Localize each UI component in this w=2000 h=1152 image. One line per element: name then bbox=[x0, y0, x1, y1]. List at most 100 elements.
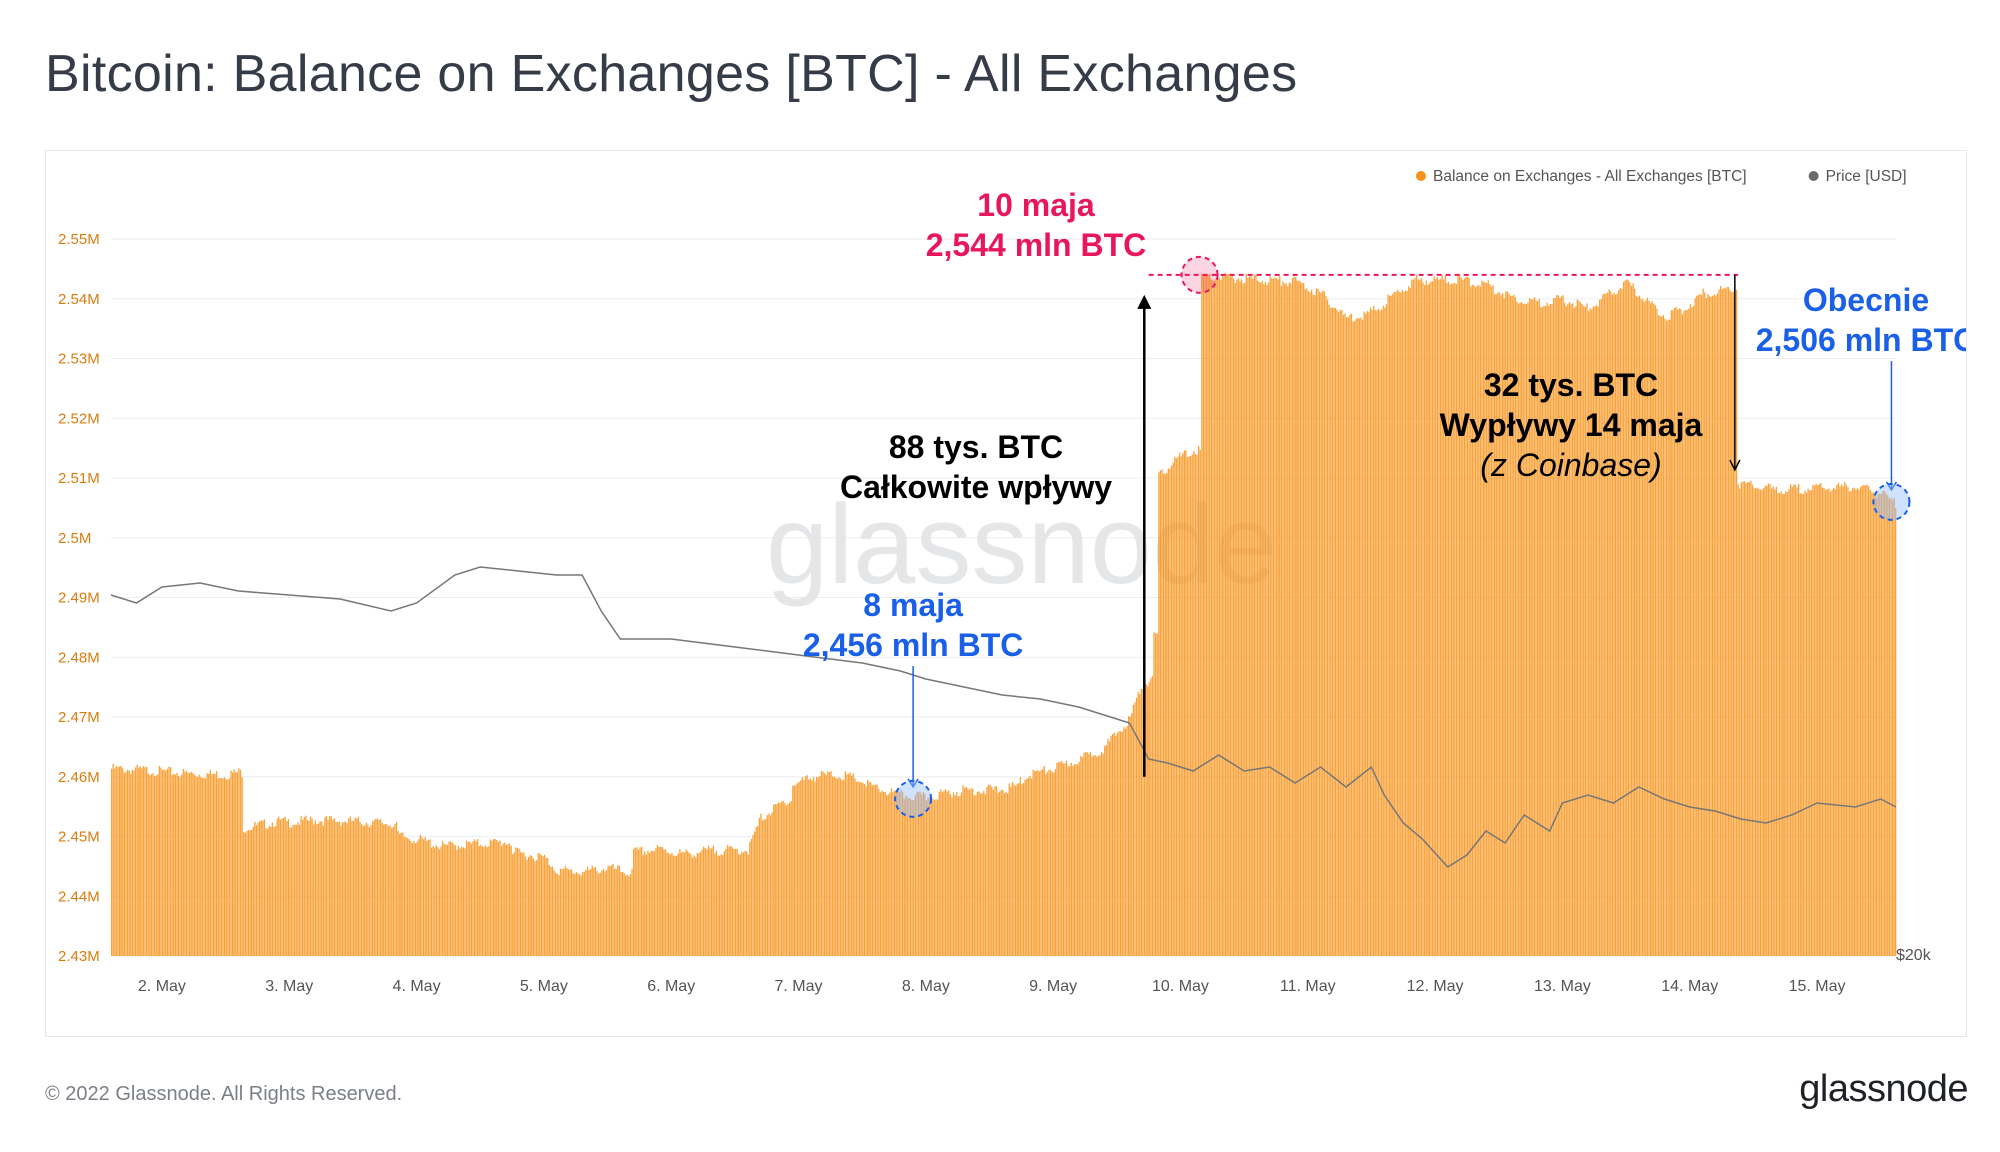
balance-bar bbox=[1021, 784, 1023, 956]
balance-bar bbox=[499, 840, 501, 956]
balance-bar bbox=[1708, 296, 1711, 956]
outflow-sublabel: Wypływy 14 maja bbox=[1440, 407, 1703, 443]
balance-bar bbox=[1602, 294, 1604, 956]
balance-bar bbox=[1455, 284, 1458, 956]
balance-bar bbox=[1691, 307, 1693, 956]
balance-bar bbox=[1844, 482, 1846, 956]
balance-bar bbox=[1535, 300, 1537, 956]
balance-bar bbox=[637, 849, 640, 956]
balance-bar bbox=[1506, 291, 1509, 957]
balance-bar bbox=[329, 816, 331, 956]
balance-bar bbox=[348, 818, 350, 956]
balance-bar bbox=[1045, 774, 1047, 956]
balance-bar bbox=[432, 846, 434, 956]
balance-bar bbox=[504, 842, 506, 956]
balance-bar bbox=[1408, 286, 1410, 956]
balance-bar bbox=[332, 819, 334, 956]
balance-bar bbox=[951, 797, 953, 956]
balance-bar bbox=[1763, 488, 1765, 956]
balance-bar bbox=[781, 801, 783, 956]
balance-bar bbox=[1255, 275, 1257, 956]
balance-bar bbox=[1069, 766, 1071, 956]
balance-bar bbox=[1522, 304, 1524, 956]
balance-bar bbox=[1525, 303, 1528, 956]
balance-bar bbox=[391, 828, 393, 956]
balance-bar bbox=[952, 792, 955, 956]
balance-bar bbox=[1096, 756, 1098, 956]
balance-bar bbox=[734, 848, 737, 956]
balance-bar bbox=[1202, 274, 1205, 956]
y-tick-label: 2.45M bbox=[58, 829, 100, 846]
balance-bar bbox=[1156, 633, 1158, 956]
balance-bar bbox=[1404, 290, 1407, 956]
balance-bar bbox=[1462, 279, 1464, 956]
balance-bar bbox=[1035, 770, 1037, 956]
balance-bar bbox=[811, 780, 813, 956]
balance-bar bbox=[523, 852, 525, 956]
balance-bar bbox=[289, 827, 291, 956]
balance-bar bbox=[1888, 498, 1891, 956]
balance-bar bbox=[286, 821, 288, 956]
balance-bar bbox=[1732, 291, 1735, 956]
balance-bar bbox=[1880, 493, 1883, 956]
balance-bar bbox=[1470, 286, 1472, 956]
balance-bar bbox=[1207, 275, 1209, 956]
balance-bar bbox=[1185, 450, 1187, 956]
chart-panel: glassnode 2.43M 2.44M 2.45M 2.46M 2.47M 2.48M… bbox=[45, 150, 1967, 1037]
balance-bar bbox=[683, 852, 686, 956]
balance-bar bbox=[599, 872, 601, 956]
balance-bar bbox=[1791, 487, 1793, 956]
balance-bar bbox=[968, 789, 971, 956]
balance-chart: glassnode 2.43M 2.44M 2.45M 2.46M 2.47M 2.48M… bbox=[58, 168, 1966, 995]
balance-bar bbox=[553, 870, 555, 956]
balance-bar bbox=[165, 770, 167, 956]
balance-bar bbox=[340, 825, 342, 956]
balance-bar bbox=[263, 819, 266, 956]
balance-bar bbox=[1823, 487, 1825, 956]
balance-bar bbox=[1112, 734, 1114, 956]
balance-bar bbox=[1672, 310, 1674, 957]
balance-bar bbox=[1330, 308, 1332, 957]
balance-bar bbox=[190, 771, 192, 956]
balance-bar bbox=[136, 764, 138, 956]
balance-bar bbox=[1240, 279, 1243, 956]
balance-bar bbox=[235, 771, 237, 956]
balance-bar bbox=[1425, 280, 1427, 956]
balance-bar bbox=[1700, 294, 1703, 956]
balance-bar bbox=[779, 802, 781, 956]
balance-bar bbox=[206, 773, 208, 956]
x-tick-label: 5. May bbox=[520, 978, 568, 995]
balance-bar bbox=[1161, 469, 1163, 956]
balance-bar bbox=[510, 845, 512, 956]
balance-bar bbox=[1825, 489, 1827, 956]
balance-bar bbox=[547, 858, 549, 956]
balance-bar bbox=[1516, 301, 1518, 957]
balance-bar bbox=[1567, 304, 1569, 956]
balance-bar bbox=[1466, 276, 1469, 956]
balance-bar bbox=[860, 782, 862, 956]
balance-bar bbox=[383, 824, 385, 956]
balance-bar bbox=[591, 865, 593, 956]
balance-bar bbox=[1299, 281, 1302, 956]
balance-bar bbox=[847, 773, 850, 956]
balance-bar bbox=[1346, 317, 1348, 956]
balance-bar bbox=[1489, 284, 1491, 957]
balance-bar bbox=[1821, 487, 1824, 956]
balance-bar bbox=[1798, 484, 1800, 956]
balance-bar bbox=[1411, 279, 1413, 956]
balance-bar bbox=[155, 775, 157, 956]
balance-bar bbox=[456, 850, 458, 956]
balance-bar bbox=[1053, 772, 1055, 956]
balance-bar bbox=[540, 855, 543, 956]
balance-bar bbox=[372, 821, 374, 956]
balance-bar bbox=[925, 800, 928, 956]
balance-bar bbox=[429, 839, 431, 956]
balance-bar bbox=[1790, 484, 1792, 956]
balance-bar bbox=[1552, 298, 1555, 956]
balance-bar bbox=[908, 798, 910, 956]
balance-bar bbox=[1003, 793, 1006, 956]
balance-bar bbox=[922, 792, 925, 956]
balance-bar bbox=[691, 857, 694, 956]
balance-bar bbox=[1150, 678, 1152, 956]
balance-bar bbox=[585, 870, 587, 956]
